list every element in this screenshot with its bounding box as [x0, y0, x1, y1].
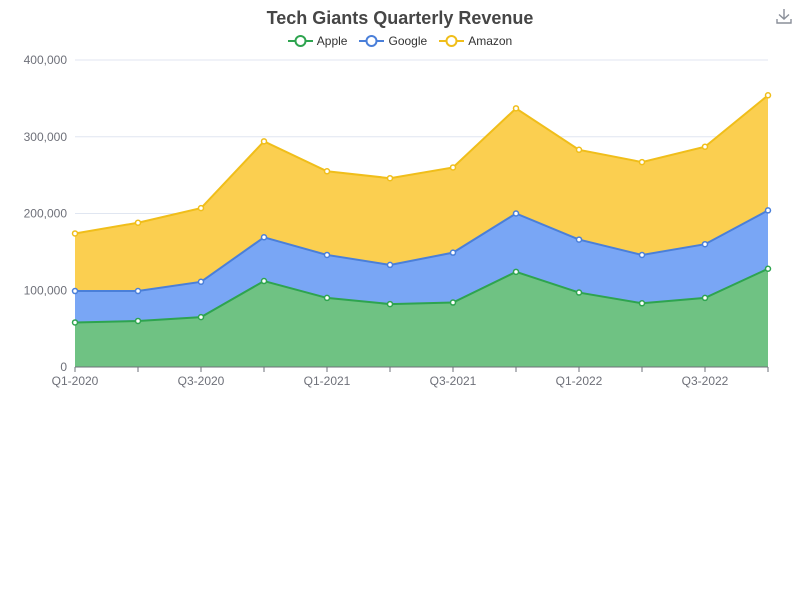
y-tick-label: 400,000 [24, 53, 68, 67]
legend-item-google[interactable]: Google [359, 34, 427, 48]
x-tick-label: Q1-2020 [52, 374, 99, 388]
legend-label-apple: Apple [316, 34, 348, 48]
data-point-apple [386, 300, 394, 308]
data-point-apple [323, 294, 331, 302]
series-line-amazon [74, 94, 769, 235]
series-line-google [75, 209, 769, 293]
data-point-google [134, 287, 142, 295]
data-point-google [260, 234, 268, 241]
x-tick-label: Q3-2020 [178, 374, 225, 388]
legend-item-amazon[interactable]: Amazon [439, 34, 512, 48]
y-tick-label: 200,000 [24, 207, 68, 221]
data-point-apple [575, 289, 583, 296]
data-point-apple [134, 317, 142, 325]
legend-label-amazon: Amazon [468, 34, 513, 48]
area-apple [75, 268, 768, 367]
data-point-amazon [701, 143, 709, 150]
x-tick-label: Q3-2022 [682, 374, 729, 388]
data-point-google [512, 210, 520, 217]
data-point-amazon [638, 158, 646, 166]
data-point-amazon [575, 146, 583, 154]
chart-title: Tech Giants Quarterly Revenue [266, 8, 534, 28]
data-point-amazon [134, 219, 142, 226]
legend-swatch-google [359, 35, 385, 47]
data-point-amazon [323, 168, 331, 175]
y-tick-label: 300,000 [24, 130, 68, 144]
data-point-google [71, 287, 79, 295]
data-point-apple [260, 277, 268, 285]
x-tick-label: Q1-2022 [556, 374, 603, 388]
download-icon[interactable] [774, 6, 794, 26]
legend: Apple Google Amazon [0, 34, 800, 48]
data-point-amazon [386, 174, 394, 182]
data-point-apple [197, 313, 205, 321]
data-point-google [764, 207, 772, 214]
data-point-amazon [512, 105, 520, 112]
data-point-google [575, 236, 583, 243]
data-point-google [323, 251, 331, 259]
data-point-apple [638, 300, 646, 307]
data-point-amazon [449, 164, 457, 171]
data-point-apple [701, 294, 709, 302]
area-amazon [75, 95, 768, 292]
data-point-amazon [197, 204, 205, 212]
data-point-google [449, 249, 457, 256]
data-point-apple [512, 268, 520, 276]
data-point-apple [764, 265, 772, 273]
data-point-google [197, 278, 205, 286]
x-tick-label: Q3-2021 [430, 374, 477, 388]
data-point-apple [449, 299, 457, 306]
legend-swatch-apple [287, 35, 313, 47]
data-point-apple [71, 319, 79, 326]
data-point-google [638, 251, 646, 259]
y-tick-label: 100,000 [24, 283, 68, 297]
legend-swatch-amazon [439, 35, 465, 47]
y-tick-label: 0 [60, 360, 67, 374]
series-line-apple [74, 267, 769, 324]
data-point-amazon [260, 138, 268, 145]
data-point-google [701, 240, 709, 248]
x-tick-label: Q1-2021 [304, 374, 351, 388]
legend-item-apple[interactable]: Apple [287, 34, 348, 48]
legend-label-google: Google [388, 34, 428, 48]
data-point-amazon [764, 92, 772, 99]
data-point-amazon [71, 230, 79, 237]
data-point-google [386, 261, 394, 269]
